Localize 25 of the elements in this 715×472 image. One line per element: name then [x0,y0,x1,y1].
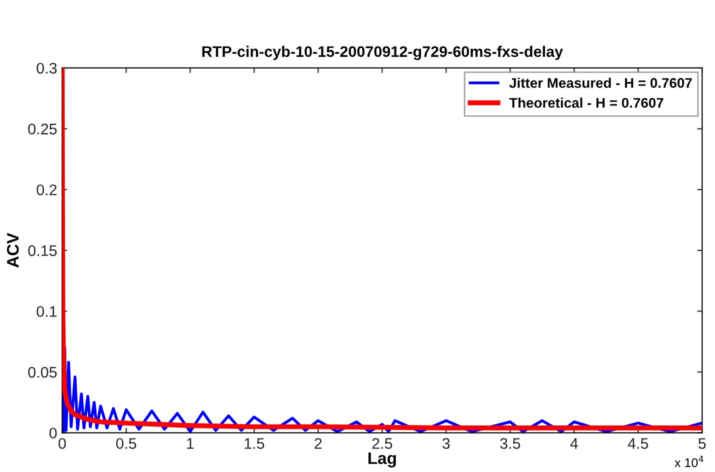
legend-label: Jitter Measured - H = 0.7607 [509,78,692,88]
legend-label: Theoretical - H = 0.7607 [509,98,664,108]
x-tick-label: 4.5 [628,438,648,449]
x-tick-label: 2.5 [372,438,392,449]
chart-title: RTP-cin-cyb-10-15-20070912-g729-60ms-fxs-delay [202,46,563,60]
line-series [62,68,702,430]
x-tick-label: 0 [58,438,66,449]
y-tick-label: 0.05 [28,366,57,378]
y-axis-title: ACV [6,232,19,268]
x-tick-label: 0.5 [116,438,136,449]
y-tick-label: 0.1 [36,306,57,317]
x-tick-label: 3 [442,438,450,449]
x-tick-label: 5 [698,438,706,449]
x-tick-label: 2 [314,438,322,449]
y-tick-label: 0.25 [28,124,57,134]
x-tick-label: 1.5 [244,438,264,449]
x-tick-label: 1 [187,438,194,449]
y-tick-label: 0 [49,428,57,439]
x-tick-label: 4 [570,438,578,449]
x-axis-title: Lag [368,452,396,468]
y-tick-label: 0.3 [36,62,57,74]
y-tick-label: 0.2 [36,184,57,196]
y-tick-label: 0.15 [28,245,57,256]
text: x 10$^{4}$ [674,456,704,468]
x-tick-label: 3.5 [500,438,520,449]
